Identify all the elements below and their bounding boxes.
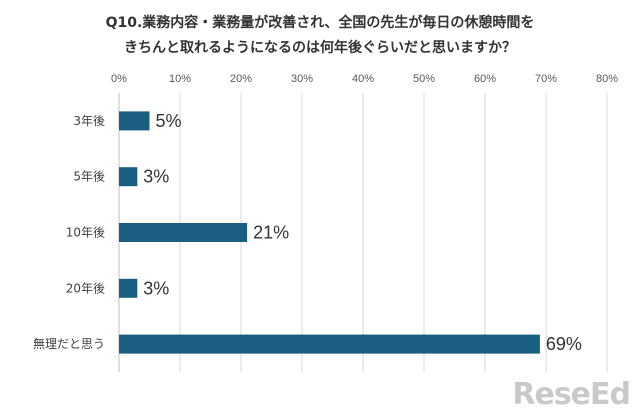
chart-title: Q10.業務内容・業務量が改善され、全国の先生が毎日の休憩時間を きちんと取れる… <box>106 14 535 56</box>
data-label: 3% <box>143 167 169 187</box>
x-tick-label: 30% <box>291 73 313 85</box>
x-tick-label: 50% <box>413 73 435 85</box>
watermark-logo: ReseEd <box>512 377 631 412</box>
x-tick-label: 10% <box>169 73 191 85</box>
category-label: 10年後 <box>66 226 105 240</box>
data-label: 3% <box>143 278 169 298</box>
x-tick-label: 60% <box>474 73 496 85</box>
bar <box>119 223 248 242</box>
bar <box>119 278 138 298</box>
bar <box>119 334 540 354</box>
data-label: 5% <box>156 111 182 131</box>
bar <box>119 111 150 131</box>
chart-title-line-1: Q10.業務内容・業務量が改善され、全国の先生が毎日の休憩時間を <box>106 14 535 31</box>
bars <box>119 111 540 354</box>
chart-title-line-2: きちんと取れるようになるのは何年後ぐらいだと思いますか？ <box>124 39 516 56</box>
bar <box>119 167 138 187</box>
x-tick-label: 70% <box>535 73 557 85</box>
category-label: 5年後 <box>73 170 105 184</box>
category-label: 無理だと思う <box>33 336 105 351</box>
category-label: 3年後 <box>73 114 105 128</box>
x-axis-tick-labels: 0% 10% 20% 30% 40% 50% 60% 70% 80% <box>111 73 618 85</box>
data-labels: 5% 3% 21% 3% 69% <box>143 111 582 354</box>
x-tick-label: 20% <box>230 73 252 85</box>
gridlines <box>179 93 608 372</box>
data-label: 69% <box>546 334 582 354</box>
x-tick-label: 80% <box>596 73 618 85</box>
x-tick-label: 0% <box>111 73 127 85</box>
x-tick-label: 40% <box>352 73 374 85</box>
data-label: 21% <box>253 223 289 243</box>
category-label: 20年後 <box>66 281 105 295</box>
